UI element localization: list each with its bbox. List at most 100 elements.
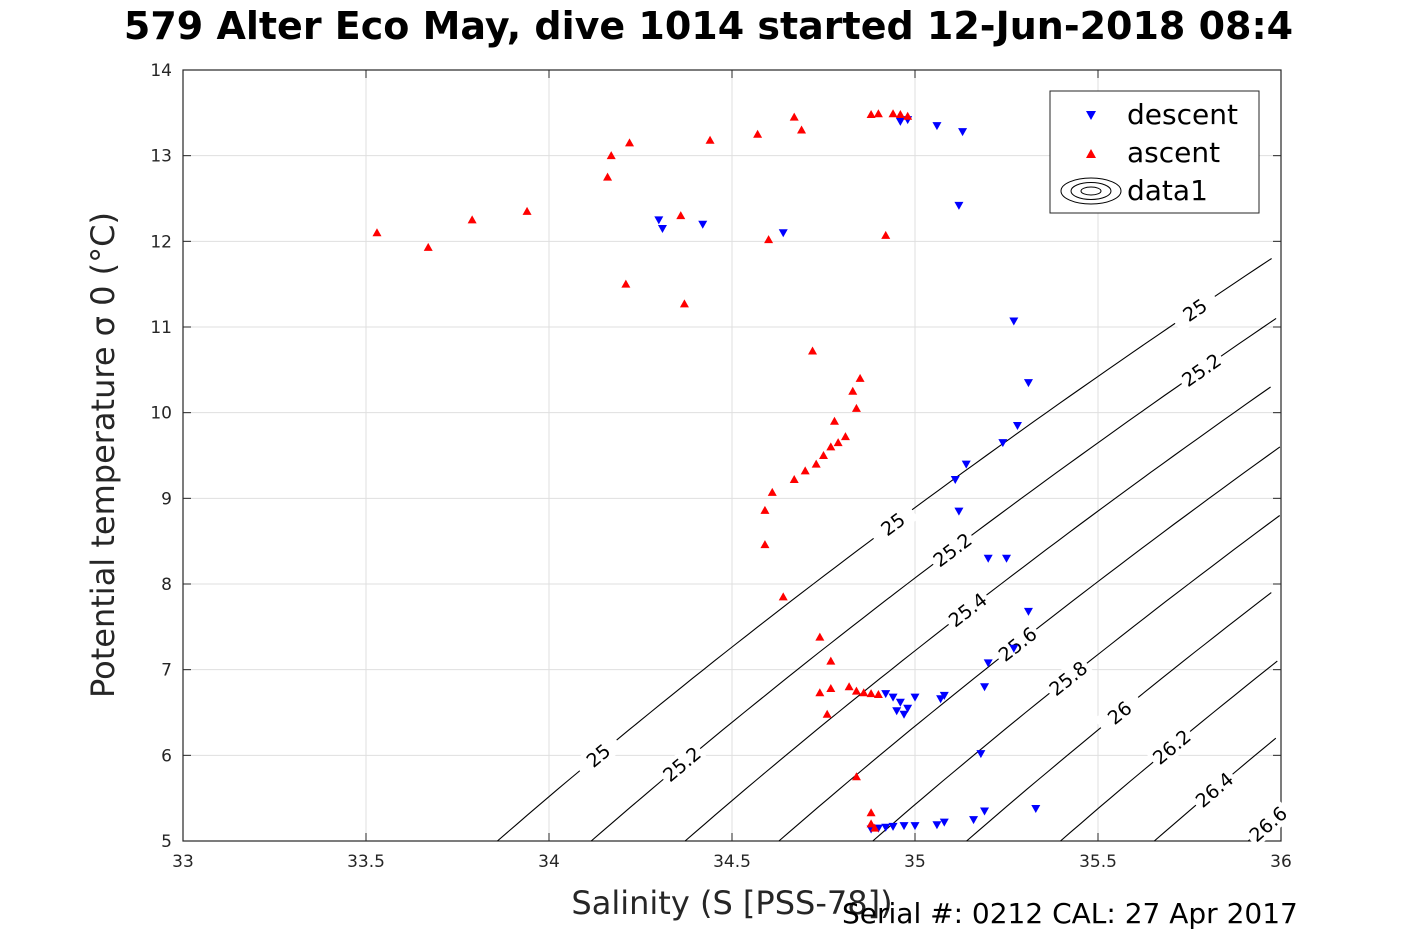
ascent-point	[870, 823, 880, 832]
ascent-point	[815, 632, 825, 641]
descent-point	[954, 201, 964, 210]
ascent-point	[895, 110, 905, 119]
y-axis-ticks: 5 6 7 8 9 10 11 12 13 14	[150, 61, 1281, 852]
contour-label-bg	[1168, 287, 1221, 333]
descent-point	[895, 117, 905, 126]
ascent-point	[855, 373, 865, 382]
descent-point	[932, 821, 942, 830]
x-tick-label: 33	[172, 852, 194, 872]
y-tick-label: 11	[150, 318, 172, 338]
descent-point	[903, 704, 913, 713]
legend-ascent-marker	[1086, 149, 1096, 158]
ascent-point	[767, 487, 777, 496]
descent-point	[899, 710, 909, 719]
ascent-point	[423, 242, 433, 251]
descent-point	[983, 659, 993, 668]
legend-descent-label: descent	[1127, 98, 1238, 131]
chart-title: 579 Alter Eco May, dive 1014 started 12-…	[123, 4, 1294, 48]
contour-label-bg	[1242, 799, 1294, 848]
ascent-point	[603, 172, 613, 181]
ascent-point	[866, 808, 876, 817]
descent-point	[888, 693, 898, 702]
legend-box	[1049, 90, 1260, 214]
legend-ascent-label: ascent	[1127, 136, 1220, 169]
ascent-point	[625, 138, 635, 147]
ascent-point	[760, 540, 770, 549]
ascent-point	[822, 709, 832, 718]
y-tick-label: 6	[161, 746, 172, 766]
descent-point	[983, 554, 993, 563]
contour-label-bg	[572, 731, 624, 780]
y-tick-label: 9	[161, 489, 172, 509]
x-tick-label: 33.5	[347, 852, 385, 872]
descent-point	[881, 690, 891, 699]
x-tick-label: 35	[904, 852, 926, 872]
descent-point	[961, 460, 971, 469]
legend: descent ascent data1	[1049, 90, 1260, 214]
ascent-point	[372, 228, 382, 237]
ascent-point	[903, 111, 913, 120]
ascent-point	[789, 112, 799, 121]
descent-point	[895, 698, 905, 707]
ascent-point	[760, 505, 770, 514]
descent-point	[1023, 607, 1033, 616]
ascent-point	[881, 230, 891, 239]
ascent-point	[848, 386, 858, 395]
descent-point	[657, 224, 667, 233]
ascent-point	[851, 686, 861, 695]
ascent-point	[764, 235, 774, 244]
ascent-point	[873, 109, 883, 118]
descent-point	[1002, 554, 1011, 563]
ascent-point	[705, 135, 715, 144]
descent-point	[976, 750, 986, 759]
contour-label-bg	[1188, 765, 1240, 814]
ascent-point	[811, 459, 821, 468]
descent-point	[998, 439, 1008, 448]
y-axis-label: Potential temperature σ 0 (°C)	[84, 212, 122, 698]
ascent-point	[844, 682, 854, 691]
descent-point	[654, 216, 664, 225]
y-tick-label: 7	[161, 661, 172, 681]
descent-point	[910, 822, 920, 831]
x-tick-label: 34	[538, 852, 560, 872]
ascent-point	[676, 211, 686, 220]
x-tick-label: 34.5	[713, 852, 751, 872]
descent-point	[950, 475, 960, 484]
ascent-point	[789, 474, 799, 483]
legend-descent-marker	[1086, 111, 1096, 120]
x-tick-label: 35.5	[1079, 852, 1117, 872]
descent-point	[1012, 422, 1022, 431]
ascent-point	[851, 403, 861, 412]
descent-point	[1023, 379, 1033, 388]
contour-label-bg	[1042, 654, 1094, 702]
ascent-point	[753, 129, 763, 138]
descent-point	[939, 691, 949, 700]
descent-point	[1031, 804, 1041, 813]
ascent-point	[873, 690, 883, 699]
ascent-point	[522, 206, 532, 215]
ascent-point	[866, 819, 876, 828]
ascent-point	[826, 442, 836, 451]
descent-point	[888, 822, 898, 831]
descent-point	[698, 220, 708, 229]
legend-data1-label: data1	[1127, 174, 1208, 207]
ascent-point	[778, 592, 788, 601]
ascent-point	[808, 346, 818, 355]
contour-labels: 25252525.225.225.225.425.625.82626.226.4…	[572, 287, 1294, 848]
contour-label-bg	[1093, 688, 1146, 737]
x-tick-label: 36	[1270, 852, 1292, 872]
descent-point	[980, 807, 990, 816]
y-tick-label: 10	[150, 404, 172, 424]
contour-label-bg	[926, 526, 979, 573]
ascent-point	[800, 466, 810, 475]
descent-point	[910, 693, 920, 702]
descent-point	[899, 822, 909, 831]
descent-point	[932, 122, 942, 131]
ascent-point	[859, 688, 869, 697]
descent-point	[980, 683, 990, 692]
contour-label-bg	[1175, 347, 1228, 393]
legend-data1-contour-icon	[1060, 177, 1122, 205]
ascent-point	[621, 279, 631, 288]
ascent-point	[606, 151, 616, 160]
